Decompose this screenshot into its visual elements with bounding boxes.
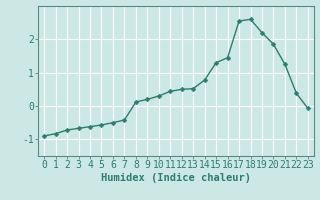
X-axis label: Humidex (Indice chaleur): Humidex (Indice chaleur) [101,173,251,183]
